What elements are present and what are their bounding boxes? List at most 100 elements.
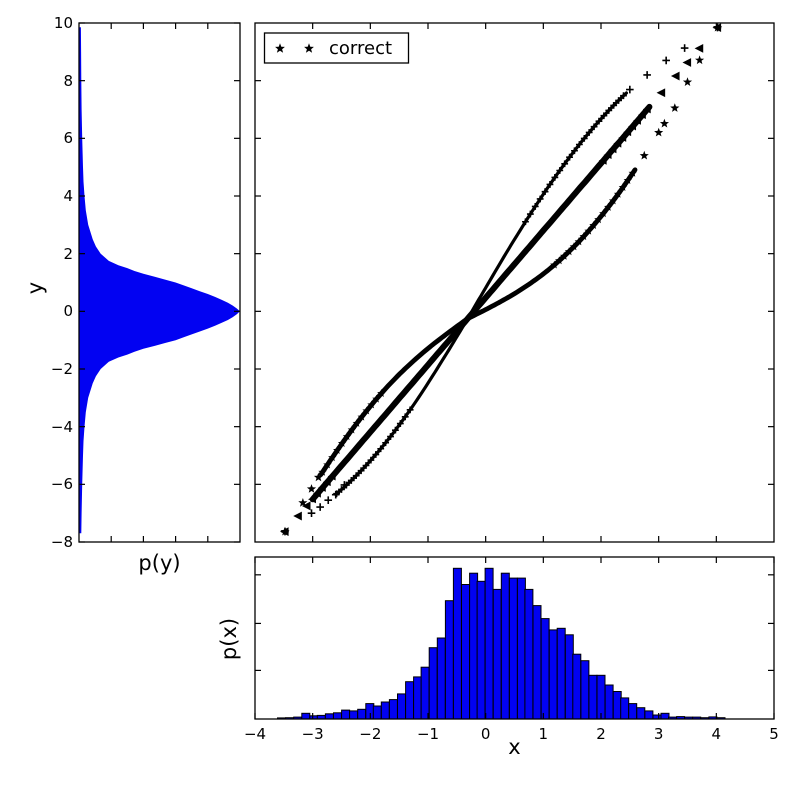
star-marker: [555, 256, 564, 265]
scatter-path-correct: [318, 167, 638, 477]
plus-marker: [615, 97, 622, 104]
histogram-bar: [476, 580, 486, 720]
star-marker: [377, 389, 386, 397]
histogram-bar: [492, 588, 502, 720]
joint-panel: [254, 22, 775, 543]
histogram-bar: [516, 577, 526, 720]
x-tick-label: 4: [711, 725, 722, 743]
plus-marker: [662, 56, 670, 65]
star-marker: [594, 215, 603, 224]
star-marker: [304, 43, 314, 53]
legend-label: correct: [329, 38, 393, 59]
histogram-bar: [540, 618, 550, 720]
marginal-y-panel: [78, 22, 241, 543]
star-marker: [623, 176, 632, 184]
x-tick-label: −2: [359, 725, 382, 743]
histogram-bar: [644, 710, 654, 720]
y-tick-label: 4: [63, 187, 73, 205]
marginal-x-panel: [254, 556, 775, 720]
y-tick-label: −2: [50, 360, 73, 378]
histogram-bar: [341, 709, 351, 720]
x-axis-label: x: [508, 735, 521, 759]
histogram-bar: [548, 629, 558, 720]
histogram-bar: [500, 572, 510, 720]
plus-marker: [546, 181, 554, 188]
histogram-bar: [372, 705, 382, 720]
histogram-bar: [444, 600, 454, 720]
star-marker: [628, 168, 637, 177]
x-tick-label: 3: [653, 725, 664, 743]
histogram-bar: [620, 697, 630, 720]
plus-marker: [392, 426, 399, 434]
triangle-left-marker: [628, 122, 637, 131]
plus-marker: [626, 85, 634, 94]
histogram-bar: [604, 684, 614, 720]
x-tick-label: 1: [538, 725, 549, 743]
plus-marker: [585, 129, 593, 136]
plus-marker: [372, 451, 380, 458]
plus-marker: [556, 167, 564, 174]
x-tick-label: 0: [480, 725, 491, 743]
plus-marker: [333, 490, 340, 498]
star-marker: [559, 251, 569, 260]
plus-marker: [387, 433, 394, 440]
plus-marker: [551, 174, 559, 181]
histogram-bar: [301, 712, 311, 720]
histogram-bar: [556, 627, 566, 720]
plus-marker: [590, 123, 598, 131]
star-marker: [654, 127, 664, 137]
star-marker: [584, 226, 593, 235]
star-marker: [275, 43, 285, 53]
star-marker: [347, 425, 357, 434]
py-axis-label: p(y): [138, 551, 181, 575]
plus-marker: [600, 112, 608, 120]
plus-marker: [526, 210, 534, 218]
histogram-bar: [420, 666, 430, 720]
star-marker: [337, 439, 347, 447]
star-marker: [280, 526, 290, 536]
plus-marker: [575, 141, 583, 148]
star-marker: [604, 202, 613, 211]
plus-marker: [367, 456, 375, 464]
star-marker: [682, 77, 693, 86]
star-marker: [618, 183, 628, 191]
histogram-bar: [572, 653, 582, 720]
histogram-bar: [524, 588, 534, 720]
plus-marker: [340, 481, 349, 489]
x-tick-label: −1: [416, 725, 440, 743]
histogram-bar: [588, 674, 598, 720]
histogram-bar: [324, 713, 334, 720]
star-marker: [670, 103, 680, 112]
y-tick-label: 10: [53, 14, 73, 32]
histogram-bar: [508, 577, 518, 720]
y-tick-label: 2: [63, 244, 73, 263]
star-marker: [323, 460, 332, 469]
triangle-left-marker: [603, 150, 612, 160]
plus-marker: [338, 486, 345, 493]
x-tick-label: 5: [769, 725, 779, 743]
triangle-left-marker: [293, 511, 302, 521]
plus-marker: [620, 92, 627, 100]
star-marker: [313, 472, 323, 482]
histogram-bar: [461, 584, 470, 720]
histogram-bar: [596, 674, 606, 720]
plus-marker: [377, 445, 385, 453]
star-marker: [298, 498, 308, 507]
plus-marker: [580, 135, 588, 142]
star-marker: [608, 196, 618, 205]
plus-marker: [396, 420, 404, 427]
histogram-bar: [660, 712, 670, 720]
histogram-bar: [636, 707, 646, 720]
plus-marker: [610, 101, 618, 109]
histogram-bar: [397, 693, 406, 720]
plus-marker: [561, 160, 569, 168]
plus-marker: [307, 509, 316, 517]
scatter-path-estimate-plus: [334, 91, 628, 497]
star-marker: [357, 412, 366, 421]
plus-marker: [347, 477, 355, 484]
star-marker: [639, 150, 649, 160]
star-marker: [550, 260, 559, 269]
star-marker: [352, 419, 361, 427]
